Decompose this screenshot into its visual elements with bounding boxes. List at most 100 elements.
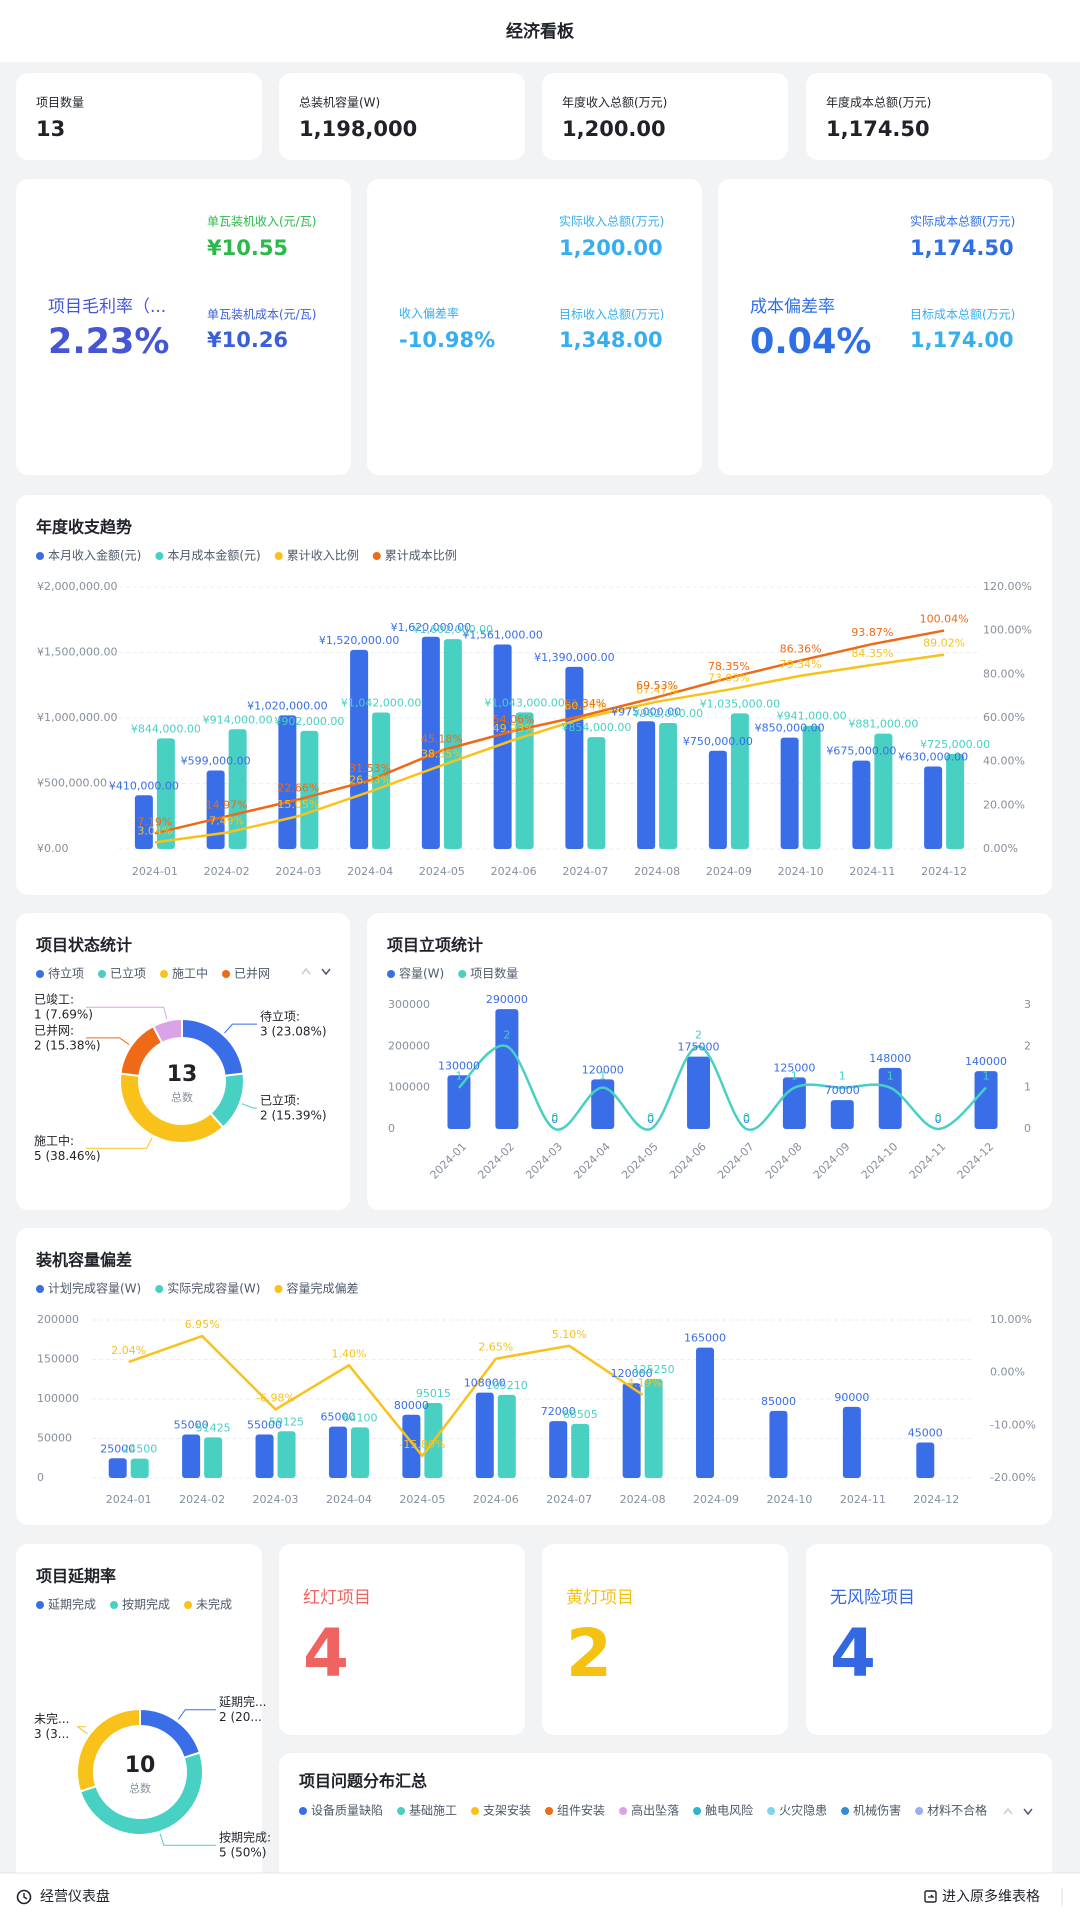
legend-dot xyxy=(274,1285,283,1293)
value-label: 45000 xyxy=(908,1426,943,1439)
value-label: 61.34% xyxy=(564,697,606,710)
legend-label: 实际完成容量(W) xyxy=(167,1281,260,1296)
chart-title: 项目问题分布汇总 xyxy=(299,1772,427,1791)
leader-line xyxy=(224,1023,257,1034)
value-label: ¥1,561,000.00 xyxy=(462,629,542,642)
footer-link[interactable]: 进入原多维表格 xyxy=(942,1888,1040,1905)
value-label: 64100 xyxy=(342,1411,377,1424)
bar xyxy=(780,737,799,849)
value-label: ¥902,000.00 xyxy=(274,715,344,728)
card xyxy=(16,73,262,160)
card xyxy=(806,73,1052,160)
legend-label: 组件安装 xyxy=(557,1803,605,1818)
donut-total: 13 xyxy=(167,1062,198,1087)
value-label: 5.10% xyxy=(552,1328,587,1341)
value-label: ¥599,000.00 xyxy=(181,755,251,768)
bar xyxy=(515,712,534,849)
value-label: 0 xyxy=(647,1111,654,1124)
slice-value-label: 5 (50%) xyxy=(219,1846,266,1860)
legend-prev[interactable] xyxy=(1003,1807,1013,1815)
y2-tick-label: 20.00% xyxy=(983,798,1025,811)
leader-line xyxy=(76,1726,88,1735)
line xyxy=(154,653,945,844)
value-label: 0 xyxy=(935,1111,942,1124)
x-tick-label: 2024-03 xyxy=(275,865,321,878)
open-icon xyxy=(924,1890,937,1903)
value-label: 93.87% xyxy=(851,626,893,639)
donut-total-label: 总数 xyxy=(129,1781,151,1795)
y-tick-label: ¥0.00 xyxy=(37,842,69,855)
legend-label: 容量(W) xyxy=(399,966,444,981)
bar xyxy=(730,713,749,849)
value-label: ¥844,000.00 xyxy=(131,722,201,735)
value-label: 54.06% xyxy=(493,713,535,726)
slice-value-label: 1 (7.69%) xyxy=(34,1008,93,1022)
value-label: ¥914,000.00 xyxy=(203,713,273,726)
card xyxy=(16,179,351,475)
value-label: ¥854,000.00 xyxy=(561,721,631,734)
legend-label: 机械伤害 xyxy=(853,1803,901,1818)
slice-label: 已竣工: xyxy=(34,992,74,1007)
slice-label: 已立项: xyxy=(260,1092,300,1107)
value-label: 1.40% xyxy=(331,1347,366,1360)
legend-dot xyxy=(184,1601,193,1609)
metric-item-value: 1,200.00 xyxy=(559,236,663,260)
legend-dot xyxy=(619,1807,628,1815)
value-label: ¥941,000.00 xyxy=(777,710,847,723)
value-label: 290000 xyxy=(486,993,528,1006)
bar xyxy=(300,730,319,849)
bar xyxy=(687,1056,711,1129)
risk-value: 2 xyxy=(566,1615,612,1692)
x-tick-label: 2024-12 xyxy=(913,1493,959,1506)
value-label: 65000 xyxy=(320,1411,355,1424)
line xyxy=(458,1044,987,1131)
bar xyxy=(974,1071,998,1129)
legend-label: 设备质量缺陷 xyxy=(311,1803,383,1818)
bar xyxy=(350,1427,369,1478)
legend-next[interactable] xyxy=(1023,1808,1033,1816)
metric-item-label: 目标成本总额(万元) xyxy=(910,308,1015,322)
value-label: 125000 xyxy=(773,1061,815,1074)
chart-title: 项目状态统计 xyxy=(36,936,132,955)
card xyxy=(367,179,702,475)
bar xyxy=(878,1067,902,1129)
legend-label: 基础施工 xyxy=(409,1804,457,1818)
bar xyxy=(497,1394,516,1478)
value-label: 70000 xyxy=(825,1084,860,1097)
kpi-label: 项目数量 xyxy=(36,95,84,110)
legend-label: 高出坠落 xyxy=(631,1803,679,1818)
legend-prev[interactable] xyxy=(301,967,311,975)
bar xyxy=(206,770,225,849)
bar xyxy=(769,1410,788,1478)
metric-label: 成本偏差率 xyxy=(750,297,835,317)
chart-title: 年度收支趋势 xyxy=(36,518,132,537)
legend-next[interactable] xyxy=(321,968,331,976)
kpi-label: 年度收入总额(万元) xyxy=(562,95,667,110)
x-tick-label: 2024-08 xyxy=(620,1493,666,1506)
risk-value: 4 xyxy=(303,1615,349,1692)
bar xyxy=(495,1009,519,1129)
card xyxy=(16,1228,1052,1525)
value-label: 0 xyxy=(551,1113,558,1126)
bar xyxy=(134,795,153,849)
footer-nav[interactable]: 经营仪表盘 xyxy=(40,1888,110,1905)
card xyxy=(542,73,788,160)
metric-item-value: ¥10.26 xyxy=(207,328,288,352)
metric-label: 项目毛利率（... xyxy=(48,297,166,317)
value-label: 24500 xyxy=(122,1443,157,1456)
slice-label: 未完... xyxy=(34,1711,69,1726)
legend-dot xyxy=(299,1807,307,1815)
bar xyxy=(255,1434,274,1478)
x-tick-label: 2024-04 xyxy=(326,1493,372,1506)
slice-label: 已并网: xyxy=(34,1023,74,1037)
legend-label: 已并网 xyxy=(234,967,270,981)
bar xyxy=(852,760,871,849)
legend-label: 累计收入比例 xyxy=(287,549,359,563)
legend-label: 按期完成 xyxy=(122,1597,170,1612)
bar xyxy=(402,1414,421,1478)
bar xyxy=(622,1383,641,1478)
card xyxy=(718,179,1053,475)
bar xyxy=(204,1437,223,1478)
bar xyxy=(708,750,727,849)
y2-tick-label: 100.00% xyxy=(983,624,1032,637)
